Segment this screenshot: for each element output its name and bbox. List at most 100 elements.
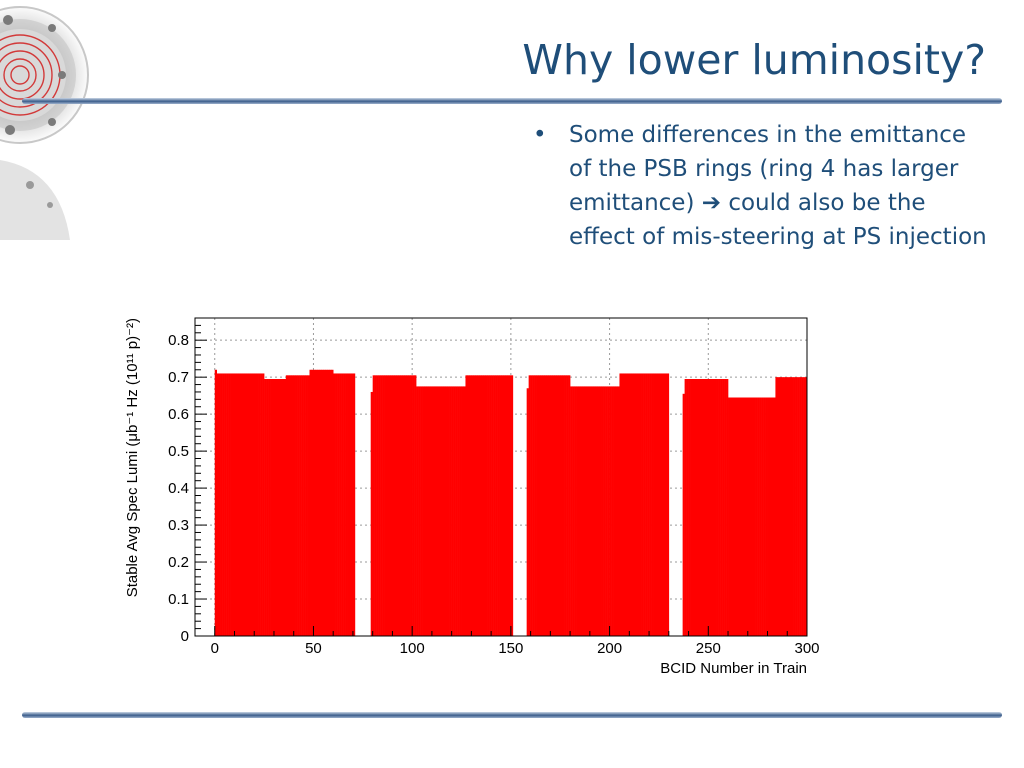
bar — [696, 379, 699, 636]
bar — [617, 386, 620, 636]
bar — [757, 397, 760, 636]
bar — [593, 386, 597, 636]
bar — [564, 375, 567, 636]
bar — [583, 386, 587, 636]
bar — [402, 375, 405, 636]
y-tick-label: 0.6 — [168, 406, 189, 423]
bar — [329, 369, 332, 636]
bar — [408, 375, 411, 636]
bar — [645, 373, 648, 636]
bar — [773, 397, 776, 636]
bar — [250, 373, 253, 636]
plot-frame — [194, 317, 808, 637]
y-tick-label: 0.1 — [168, 591, 189, 608]
bar — [739, 397, 743, 636]
bar — [394, 375, 397, 636]
bar — [793, 377, 796, 636]
bar — [633, 373, 636, 636]
bar — [544, 375, 547, 636]
y-axis-label: Stable Avg Spec Lumi (μb⁻¹ Hz (10¹¹ p)⁻²… — [124, 318, 141, 597]
bar — [761, 397, 764, 636]
bar — [552, 375, 555, 636]
bar — [248, 373, 251, 636]
bar — [660, 373, 664, 636]
bar — [706, 379, 709, 636]
bar — [422, 386, 425, 636]
bar — [609, 386, 612, 636]
bar — [753, 397, 756, 636]
bar — [510, 375, 514, 636]
bar — [686, 379, 689, 636]
bar — [299, 375, 302, 636]
bar — [437, 386, 441, 636]
bar — [376, 375, 379, 636]
bar — [495, 375, 498, 636]
bullet-marker: • — [533, 122, 547, 148]
bar — [449, 386, 452, 636]
bar — [702, 379, 705, 636]
bar — [763, 397, 766, 636]
bar — [700, 379, 703, 636]
bar — [420, 386, 423, 636]
bar — [214, 369, 218, 636]
bullet-item: • Some differences in the emittance of t… — [533, 118, 993, 254]
bar — [467, 375, 470, 636]
bar — [283, 379, 287, 636]
bar — [560, 375, 563, 636]
bar — [771, 397, 774, 636]
bar — [327, 369, 330, 636]
bar — [730, 397, 733, 636]
bar — [236, 373, 239, 636]
x-axis-label: BCID Number in Train — [660, 660, 807, 677]
bar — [718, 379, 721, 636]
bar — [380, 375, 383, 636]
bar — [504, 375, 508, 636]
bar — [538, 375, 541, 636]
bar — [295, 375, 298, 636]
bar — [546, 375, 549, 636]
bar — [530, 375, 533, 636]
bar — [392, 375, 395, 636]
bar — [232, 373, 235, 636]
bar — [433, 386, 437, 636]
bar — [658, 373, 662, 636]
bar — [499, 375, 502, 636]
bar — [714, 379, 717, 636]
bar — [445, 386, 448, 636]
bar — [779, 377, 782, 636]
bar — [230, 373, 233, 636]
bar — [704, 379, 707, 636]
bar — [469, 375, 472, 636]
bar — [625, 373, 628, 636]
bar — [262, 373, 265, 636]
bar — [222, 373, 225, 636]
bar — [708, 379, 711, 636]
bar — [656, 373, 660, 636]
bar — [635, 373, 638, 636]
bar — [749, 397, 753, 636]
x-tick-label: 300 — [794, 640, 819, 657]
title-divider — [22, 98, 1002, 104]
bar — [722, 379, 725, 636]
bar — [475, 375, 478, 636]
bar — [487, 375, 490, 636]
bar — [720, 379, 723, 636]
bar — [412, 375, 415, 636]
bar — [271, 379, 275, 636]
bar — [603, 386, 606, 636]
bar — [244, 373, 247, 636]
bar — [799, 377, 802, 636]
bar — [345, 373, 348, 636]
bar — [406, 375, 409, 636]
slide-title: Why lower luminosity? — [522, 36, 986, 84]
bar — [698, 379, 701, 636]
y-tick-labels: 0 0.1 0.2 0.3 0.4 0.5 0.6 0.7 0.8 — [168, 332, 189, 645]
bar — [453, 386, 456, 636]
bar — [483, 375, 486, 636]
y-tick-label: 0.2 — [168, 554, 189, 571]
bar — [497, 375, 500, 636]
bar — [307, 375, 310, 636]
bar — [548, 375, 551, 636]
bar — [787, 377, 790, 636]
bar — [279, 379, 283, 636]
